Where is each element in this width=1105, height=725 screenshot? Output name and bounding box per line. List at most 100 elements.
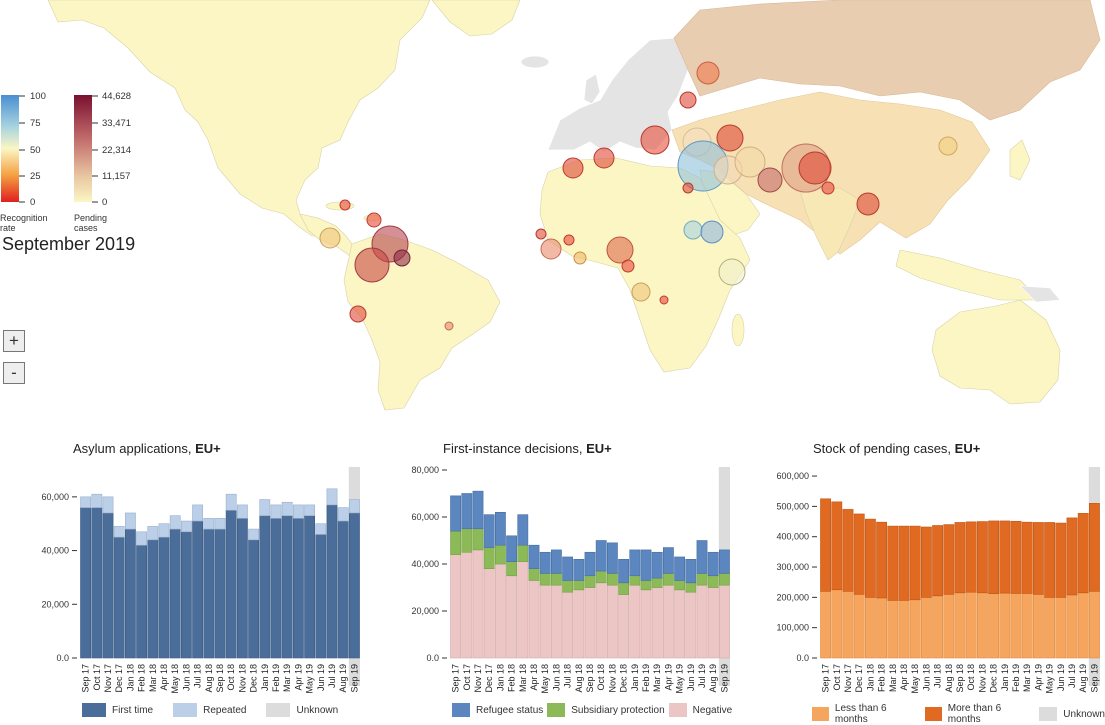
- bar-segment[interactable]: [326, 488, 338, 506]
- bar-segment[interactable]: [1032, 522, 1044, 595]
- bar-segment[interactable]: [865, 597, 876, 659]
- bubble-drc-2[interactable]: [659, 295, 669, 305]
- bar-segment[interactable]: [147, 539, 159, 659]
- india[interactable]: [799, 187, 861, 261]
- bar-segment[interactable]: [472, 528, 484, 551]
- bar-segment[interactable]: [965, 591, 977, 659]
- bar-segment[interactable]: [80, 507, 91, 659]
- bar-segment[interactable]: [595, 570, 607, 584]
- bar-segment[interactable]: [539, 551, 551, 574]
- bar-segment[interactable]: [1032, 594, 1044, 659]
- bubble-drc[interactable]: [621, 259, 635, 273]
- bar-segment[interactable]: [326, 504, 338, 659]
- bar-segment[interactable]: [80, 496, 91, 508]
- bar-segment[interactable]: [450, 554, 461, 659]
- bar-segment[interactable]: [584, 587, 596, 659]
- bar-segment[interactable]: [595, 582, 607, 659]
- bar-segment[interactable]: [113, 526, 125, 538]
- zoom-out-button[interactable]: -: [3, 362, 25, 384]
- bubble-armenia[interactable]: [716, 124, 744, 152]
- bar-segment[interactable]: [237, 504, 248, 519]
- bar-segment[interactable]: [640, 580, 652, 591]
- bar-segment[interactable]: [629, 575, 641, 586]
- new-guinea[interactable]: [1019, 285, 1061, 303]
- bar-segment[interactable]: [618, 582, 629, 595]
- bubble-iran[interactable]: [734, 146, 766, 178]
- bar-segment[interactable]: [718, 584, 730, 659]
- bar-segment[interactable]: [696, 540, 708, 574]
- bar-segment[interactable]: [506, 535, 517, 562]
- bar-segment[interactable]: [562, 591, 573, 659]
- bar-segment[interactable]: [259, 499, 271, 516]
- bar-segment[interactable]: [495, 544, 506, 565]
- bar-segment[interactable]: [573, 589, 585, 659]
- bar-segment[interactable]: [718, 549, 730, 574]
- bar-segment[interactable]: [192, 504, 203, 522]
- bar-segment[interactable]: [674, 580, 685, 591]
- bar-segment[interactable]: [461, 493, 473, 530]
- uk[interactable]: [583, 73, 601, 105]
- bar-segment[interactable]: [304, 504, 315, 516]
- bar-segment[interactable]: [551, 584, 562, 659]
- bar-segment[interactable]: [573, 580, 585, 591]
- bar-segment[interactable]: [707, 587, 719, 659]
- bubble-bangladesh[interactable]: [856, 192, 880, 216]
- bar-segment[interactable]: [674, 556, 685, 581]
- bar-segment[interactable]: [853, 513, 865, 595]
- bar-segment[interactable]: [842, 590, 854, 659]
- bar-segment[interactable]: [1088, 590, 1100, 659]
- bar-segment[interactable]: [820, 590, 831, 659]
- bar-segment[interactable]: [718, 573, 730, 586]
- bar-segment[interactable]: [337, 507, 349, 522]
- bar-segment[interactable]: [539, 584, 551, 659]
- bar-segment[interactable]: [954, 522, 966, 594]
- bar-segment[interactable]: [932, 595, 943, 659]
- bubble-nicaragua[interactable]: [319, 227, 341, 249]
- bar-segment[interactable]: [707, 551, 719, 577]
- bar-segment[interactable]: [651, 577, 663, 588]
- bar-segment[interactable]: [651, 551, 663, 579]
- bar-segment[interactable]: [1055, 522, 1067, 598]
- bar-segment[interactable]: [831, 501, 843, 591]
- bubble-guinea[interactable]: [540, 238, 562, 260]
- madagascar[interactable]: [731, 313, 745, 347]
- bar-segment[interactable]: [965, 521, 977, 593]
- legend-more-6[interactable]: More than 6 months: [924, 703, 1031, 725]
- bar-segment[interactable]: [113, 536, 125, 659]
- bubble-russia[interactable]: [696, 61, 720, 85]
- bar-segment[interactable]: [853, 594, 865, 659]
- bar-segment[interactable]: [977, 521, 988, 594]
- bubble-brazil[interactable]: [444, 321, 454, 331]
- bar-segment[interactable]: [483, 568, 495, 659]
- bar-segment[interactable]: [181, 531, 192, 659]
- bar-segment[interactable]: [248, 528, 259, 541]
- bar-segment[interactable]: [1077, 592, 1089, 659]
- bubble-nigeria[interactable]: [606, 236, 634, 264]
- bar-segment[interactable]: [102, 512, 114, 659]
- bar-segment[interactable]: [573, 559, 585, 581]
- bar-segment[interactable]: [158, 536, 170, 659]
- bar-segment[interactable]: [1021, 521, 1033, 594]
- bar-segment[interactable]: [472, 490, 484, 530]
- bar-segment[interactable]: [203, 528, 215, 659]
- bubble-peru[interactable]: [349, 305, 367, 323]
- bar-segment[interactable]: [214, 528, 226, 659]
- bubble-iraq-2[interactable]: [757, 167, 783, 193]
- bar-segment[interactable]: [147, 526, 159, 541]
- bar-segment[interactable]: [607, 542, 618, 574]
- bar-segment[interactable]: [315, 534, 327, 659]
- bar-segment[interactable]: [921, 526, 932, 598]
- bar-segment[interactable]: [203, 518, 215, 530]
- bar-segment[interactable]: [237, 518, 248, 659]
- legend-negative[interactable]: Negative: [668, 703, 732, 717]
- bar-segment[interactable]: [539, 573, 551, 586]
- bar-segment[interactable]: [91, 493, 103, 508]
- bar-segment[interactable]: [562, 556, 573, 581]
- bar-segment[interactable]: [618, 594, 629, 659]
- bar-segment[interactable]: [528, 568, 540, 581]
- bubble-cameroon[interactable]: [631, 282, 651, 302]
- bar-segment[interactable]: [1088, 503, 1100, 592]
- bar-segment[interactable]: [685, 591, 697, 659]
- bar-segment[interactable]: [450, 530, 461, 555]
